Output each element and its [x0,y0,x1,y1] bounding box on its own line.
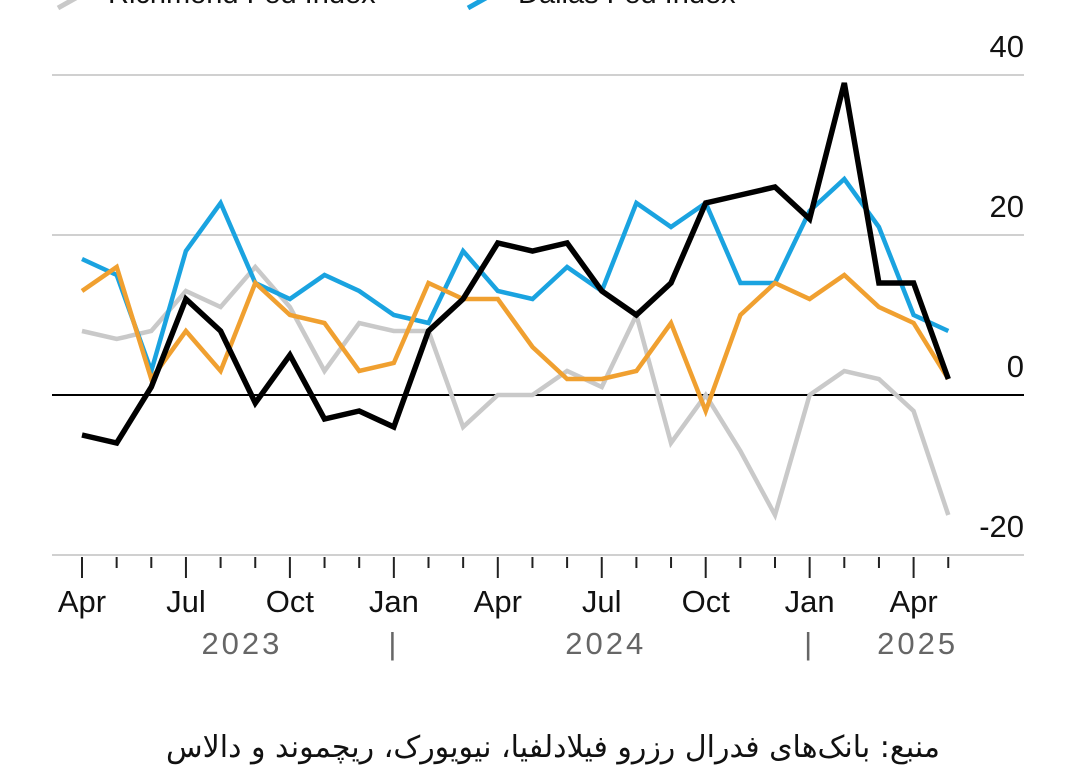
y-tick-label: 0 [1007,349,1024,384]
x-tick-label: Apr [58,584,106,619]
y-tick-label: -20 [979,509,1024,544]
series-lines [80,82,951,521]
legend-label: Dallas Fed Index [518,0,736,10]
x-tick-label: Oct [266,584,315,619]
y-tick-label: 40 [990,29,1024,64]
x-axis: Apr Jul Oct Jan Apr Jul Oct Jan Apr 2023 2024 2025 |… [58,557,958,661]
legend: Richmond Fed Index Dallas Fed Index [56,0,736,11]
y-tick-label: 20 [990,189,1024,224]
legend-swatch [56,0,78,11]
x-tick-label: Jul [166,584,206,619]
series-line-4 [81,82,951,447]
year-label: 2024 [565,626,646,661]
year-separator: | [388,626,399,661]
year-separator: | [804,626,815,661]
x-tick-label: Apr [889,584,937,619]
year-label: 2023 [201,626,282,661]
x-tick-label: Oct [682,584,731,619]
series-line-3 [80,263,951,418]
legend-swatch [466,0,488,11]
series-line-2 [81,175,950,379]
gridlines [52,74,1024,556]
series-line-1 [81,263,951,521]
line-chart: 40 20 0 -20 Apr Jul Oct Jan Apr Jul Oct Jan Apr 2023… [52,0,1024,661]
x-tick-label: Jul [582,584,622,619]
source-caption: منبع: بانک‌های فدرال رزرو فیلادلفیا، نیو… [166,730,940,765]
x-tick-label: Jan [369,584,419,619]
legend-label: Richmond Fed Index [108,0,376,10]
x-tick-label: Jan [785,584,835,619]
x-tick-label: Apr [474,584,522,619]
y-axis-tick-labels: 40 20 0 -20 [979,29,1024,544]
year-label: 2025 [877,626,958,661]
